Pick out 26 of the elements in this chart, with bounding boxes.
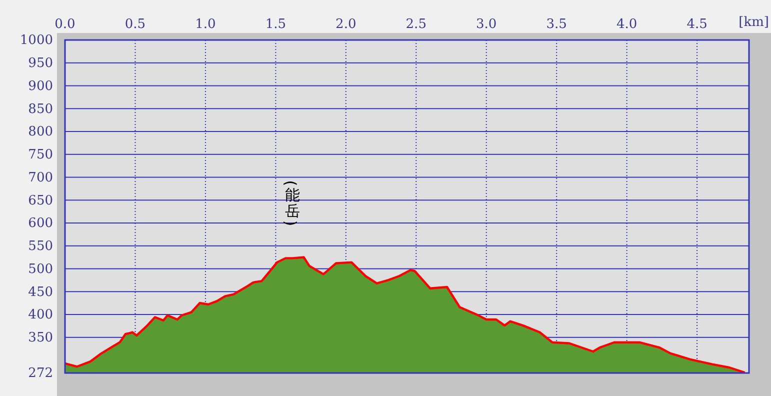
x-tick-label: 2.5	[406, 17, 426, 32]
x-tick-label: 1.5	[265, 17, 286, 32]
y-tick-label: 1000	[20, 33, 53, 48]
y-tick-label: 550	[28, 239, 53, 254]
x-tick-label: 4.0	[616, 17, 638, 32]
y-tick-label: 950	[28, 56, 53, 72]
x-tick-label: 3.0	[476, 17, 497, 32]
x-tick-label: 3.5	[546, 17, 567, 32]
y-tick-label: 600	[28, 216, 53, 232]
y-tick-label: 700	[28, 170, 53, 186]
x-tick-label: 1.0	[195, 17, 216, 32]
y-tick-label: 900	[28, 78, 53, 94]
x-tick-label: 2.0	[336, 17, 356, 32]
y-tick-label: 850	[28, 102, 53, 117]
y-tick-label: 500	[28, 262, 53, 277]
y-tick-label: 450	[28, 284, 53, 300]
y-tick-label: 800	[28, 124, 53, 140]
x-tick-label: 0.0	[54, 17, 76, 32]
y-tick-label: 272	[28, 366, 53, 382]
y-tick-label: 650	[28, 193, 53, 208]
x-tick-label: 0.5	[124, 17, 146, 32]
y-tick-label: 400	[28, 308, 53, 323]
x-axis-title: [km]	[738, 15, 769, 30]
y-tick-label: 750	[28, 148, 53, 163]
y-tick-label: 350	[28, 330, 53, 346]
x-tick-label: 4.5	[686, 17, 708, 32]
